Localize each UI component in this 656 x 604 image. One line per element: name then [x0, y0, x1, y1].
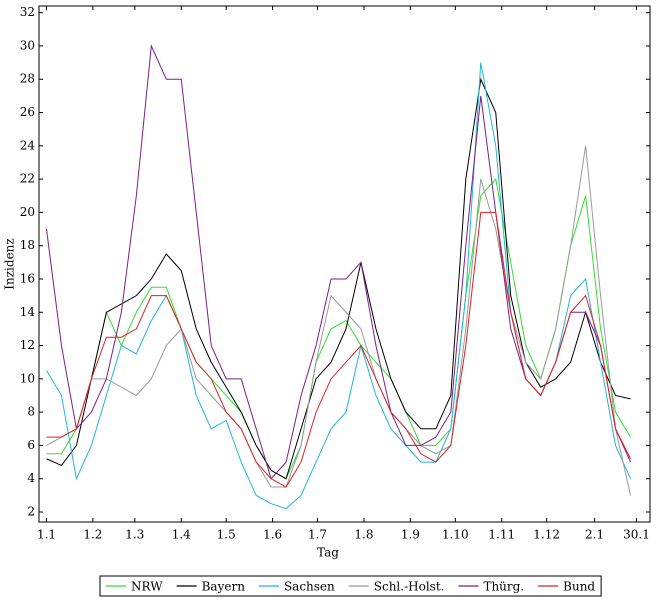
y-tick-label: 24: [20, 138, 36, 152]
legend: NRW Bayern Sachsen Schl.-Holst. Thürg. Bund: [99, 575, 602, 597]
y-tick-label: 6: [27, 438, 35, 452]
y-tick-label: 8: [27, 405, 35, 419]
legend-label: Schl.-Holst.: [374, 580, 445, 594]
y-tick-label: 4: [27, 471, 35, 485]
legend-label: Sachsen: [284, 580, 335, 594]
series-line: [46, 77, 631, 480]
y-tick-label: 20: [20, 205, 35, 219]
series-line: [46, 178, 631, 480]
series-line: [45, 44, 631, 480]
x-axis-label: Tag: [317, 546, 339, 560]
y-tick-label: 22: [20, 172, 35, 186]
y-axis-label: Inzidenz: [3, 238, 17, 289]
legend-label: Bund: [563, 580, 595, 594]
plot-frame: [38, 5, 651, 523]
y-tick-label: 10: [20, 371, 35, 385]
x-tick-label: 1.5: [217, 528, 236, 542]
x-tick-label: 1.11: [488, 528, 515, 542]
x-tick-label: 1.4: [172, 528, 191, 542]
x-tick-label: 1.6: [263, 528, 282, 542]
x-tick-label: 1.7: [308, 528, 327, 542]
y-tick-label: 30: [20, 38, 35, 52]
y-tick-label: 26: [20, 105, 35, 119]
y-tick-label: 32: [20, 5, 35, 19]
y-tick-label: 18: [20, 238, 35, 252]
y-tick-label: 28: [20, 72, 35, 86]
legend-label: Thürg.: [483, 580, 524, 594]
y-tick-label: 2: [27, 505, 35, 519]
x-tick-label: 1.3: [125, 528, 144, 542]
x-tick-label: 30.1: [623, 528, 650, 542]
x-tick-label: 1.12: [533, 528, 560, 542]
x-tick-label: 1.9: [401, 528, 420, 542]
legend-label: Bayern: [202, 580, 246, 594]
x-tick-label: 1.10: [442, 528, 469, 542]
series-line: [46, 211, 631, 488]
legend-label: NRW: [131, 580, 163, 594]
x-tick-label: 2.1: [585, 528, 604, 542]
y-tick-label: 14: [20, 305, 36, 319]
series-line: [46, 145, 632, 496]
x-tick-label: 1.2: [83, 528, 102, 542]
y-tick-label: 12: [20, 338, 35, 352]
y-tick-label: 16: [20, 271, 35, 285]
x-tick-label: 1.8: [354, 528, 373, 542]
series-line: [46, 62, 631, 510]
x-tick-label: 1.1: [37, 528, 56, 542]
